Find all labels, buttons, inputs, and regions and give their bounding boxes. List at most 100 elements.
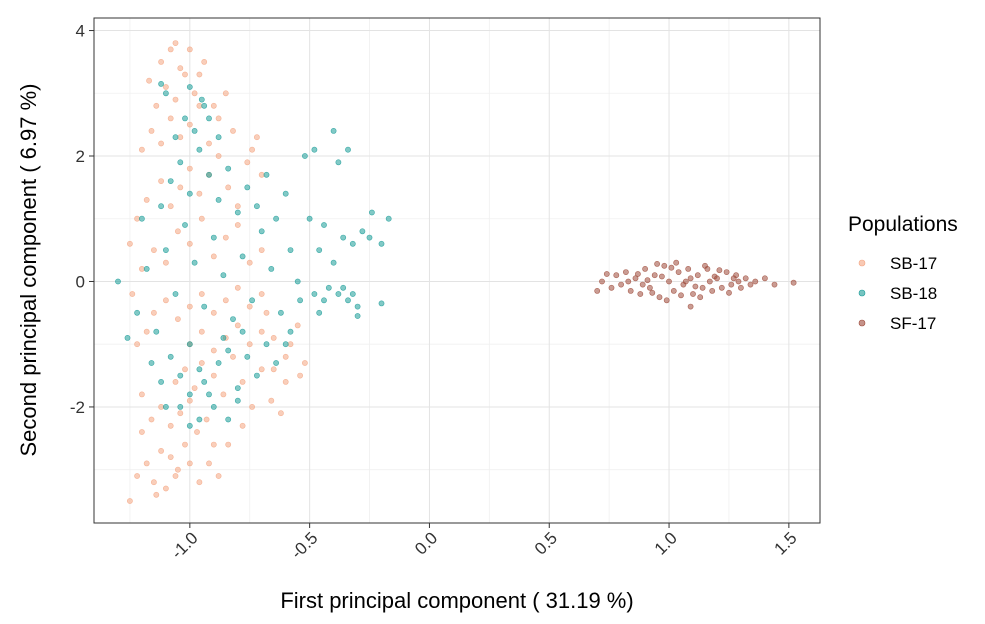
- data-point: [335, 291, 342, 297]
- data-point: [273, 215, 279, 222]
- data-point: [198, 96, 205, 103]
- y-axis-title: Second principal component ( 6.97 %): [16, 84, 41, 457]
- data-point: [196, 416, 203, 423]
- y-tick-label: 0: [76, 272, 85, 291]
- data-point: [146, 77, 152, 84]
- data-point: [134, 341, 140, 348]
- data-point: [301, 153, 308, 159]
- data-point: [143, 196, 150, 203]
- data-point: [335, 159, 342, 166]
- data-point: [366, 234, 373, 241]
- data-point: [177, 65, 184, 72]
- data-point: [239, 422, 246, 429]
- data-point: [206, 391, 212, 398]
- data-point: [191, 90, 198, 97]
- data-point: [206, 115, 212, 122]
- data-point: [186, 341, 193, 348]
- data-point: [730, 275, 737, 282]
- data-point: [162, 403, 169, 410]
- data-point: [201, 59, 208, 65]
- data-point: [134, 473, 140, 479]
- data-point: [359, 228, 366, 235]
- data-point: [138, 215, 145, 222]
- data-point: [311, 291, 318, 297]
- data-point: [282, 378, 289, 385]
- data-point: [623, 269, 629, 275]
- data-point: [246, 341, 253, 348]
- data-point: [287, 328, 294, 335]
- data-point: [225, 416, 232, 423]
- data-point: [126, 498, 133, 504]
- data-point: [186, 46, 193, 53]
- data-point: [225, 441, 232, 448]
- data-point: [306, 215, 313, 222]
- data-point: [349, 240, 356, 247]
- data-point: [186, 190, 193, 197]
- data-point: [167, 115, 174, 122]
- data-point: [311, 146, 318, 153]
- data-point: [349, 291, 356, 297]
- data-point: [222, 297, 229, 304]
- data-point: [186, 121, 193, 128]
- data-point: [639, 281, 646, 288]
- data-point: [215, 473, 222, 479]
- data-point: [277, 410, 284, 417]
- data-point: [673, 259, 680, 266]
- data-point: [167, 178, 174, 184]
- data-point: [294, 322, 301, 329]
- data-point: [206, 460, 212, 467]
- data-point: [239, 378, 246, 385]
- data-point: [354, 313, 361, 319]
- legend-key: [858, 259, 866, 267]
- data-point: [282, 341, 289, 348]
- data-point: [210, 253, 217, 260]
- legend-key: [858, 319, 866, 327]
- data-point: [210, 372, 217, 379]
- data-point: [143, 328, 150, 335]
- data-point: [670, 287, 677, 294]
- data-point: [210, 102, 217, 109]
- data-point: [687, 303, 694, 310]
- data-point: [682, 278, 689, 285]
- x-tick-label: -0.5: [287, 528, 321, 562]
- data-point: [246, 303, 253, 310]
- data-point: [182, 71, 188, 78]
- data-point: [158, 447, 164, 454]
- series-sf-17: [594, 259, 797, 310]
- data-point: [158, 81, 164, 87]
- data-point: [198, 215, 205, 222]
- data-point: [230, 316, 236, 322]
- data-point: [253, 372, 260, 379]
- data-point: [244, 353, 251, 360]
- data-point: [153, 102, 160, 109]
- data-point: [258, 247, 265, 253]
- data-point: [220, 391, 227, 398]
- data-point: [263, 341, 270, 348]
- data-point: [603, 271, 610, 277]
- data-point: [637, 291, 644, 297]
- data-point: [186, 303, 193, 310]
- y-tick-label: 2: [76, 147, 85, 166]
- x-tick-label: 0.5: [531, 528, 561, 558]
- data-point: [378, 300, 385, 307]
- data-point: [158, 203, 164, 210]
- data-point: [182, 115, 188, 122]
- data-point: [723, 269, 730, 275]
- data-point: [191, 385, 198, 391]
- data-point: [675, 269, 682, 275]
- data-point: [129, 291, 136, 297]
- data-point: [294, 278, 301, 285]
- data-point: [158, 378, 164, 385]
- data-point: [330, 259, 337, 266]
- data-point: [268, 397, 275, 404]
- data-point: [230, 353, 236, 360]
- data-point: [191, 259, 198, 266]
- data-points: [115, 40, 797, 504]
- data-point: [321, 222, 327, 228]
- data-point: [162, 297, 169, 304]
- data-point: [115, 278, 121, 285]
- data-point: [618, 281, 624, 288]
- series-sb-17: [126, 40, 308, 504]
- data-point: [162, 247, 169, 253]
- data-point: [608, 284, 615, 291]
